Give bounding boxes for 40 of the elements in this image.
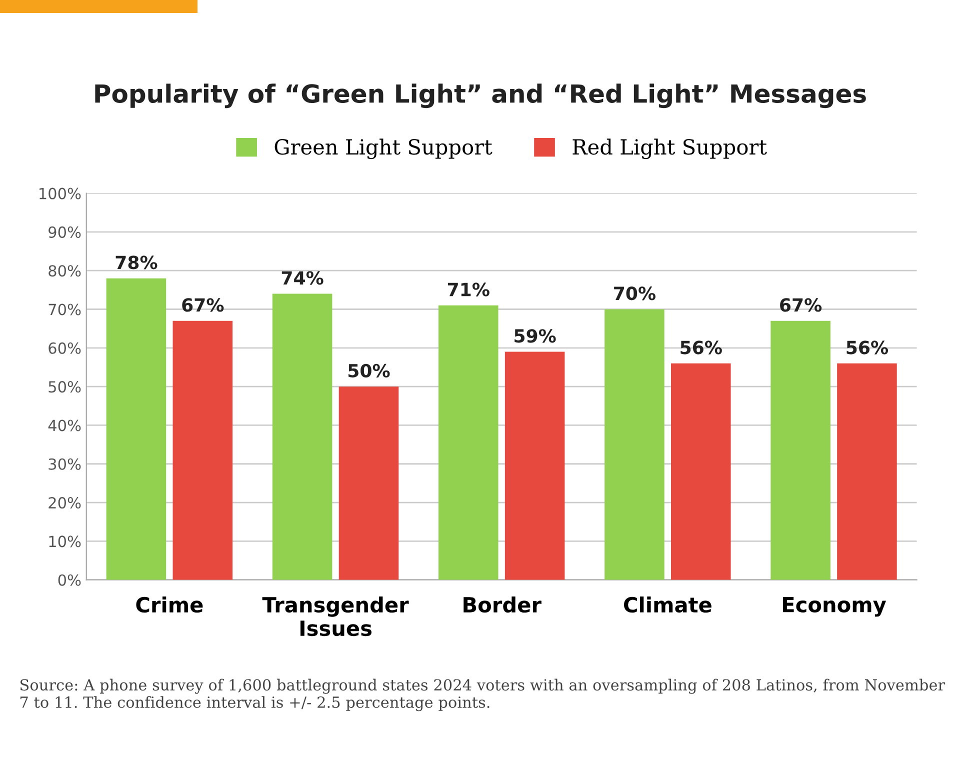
legend-label: Green Light Support — [274, 138, 492, 160]
y-tick-label: 90% — [48, 226, 81, 238]
y-tick-label: 10% — [49, 536, 81, 548]
y-tick-label: 0% — [58, 574, 81, 586]
bar — [604, 309, 664, 580]
bar — [272, 294, 332, 580]
x-tick-label: Border — [464, 596, 542, 613]
y-tick-label: 80% — [48, 265, 81, 277]
x-tick-label: Transgender Issues — [262, 596, 409, 636]
data-label: 56% — [680, 340, 722, 354]
source-note: Source: A phone survey of 1,600 battleground states 2024 voters with an oversampling of 208 Latinos, from November 7 to 11. The confidence interval is +/- 2.5 percentage points. — [20, 678, 946, 712]
chart-title: Popularity of “Green Light” and “Red Light” Messages — [95, 84, 866, 108]
bar — [504, 352, 565, 580]
data-label: 70% — [614, 286, 656, 300]
bar — [338, 386, 399, 580]
x-tick-label: Economy — [783, 596, 886, 617]
data-label: 56% — [846, 340, 888, 354]
y-tick-label: 60% — [48, 342, 81, 354]
data-label: 78% — [116, 256, 158, 270]
y-tick-label: 20% — [48, 497, 81, 509]
data-label: 67% — [780, 298, 822, 312]
y-tick-label: 100% — [40, 188, 81, 200]
y-tick-label: 40% — [48, 420, 81, 432]
data-label: 74% — [282, 271, 324, 285]
y-tick-label: 50% — [48, 381, 81, 393]
x-tick-label: Climate — [624, 596, 712, 613]
data-label: 50% — [348, 364, 390, 378]
legend-label: Red Light Support — [572, 138, 767, 160]
bar — [770, 320, 830, 580]
bar — [172, 320, 233, 580]
data-label: 59% — [514, 329, 556, 343]
bar — [671, 363, 731, 580]
y-tick-label: 30% — [48, 458, 81, 470]
bar — [106, 278, 166, 580]
x-tick-label: Crime — [136, 596, 203, 613]
data-label: 67% — [182, 298, 224, 312]
data-label: 71% — [448, 282, 490, 296]
bar — [837, 363, 897, 580]
y-tick-label: 70% — [48, 304, 81, 316]
bar — [438, 305, 498, 580]
